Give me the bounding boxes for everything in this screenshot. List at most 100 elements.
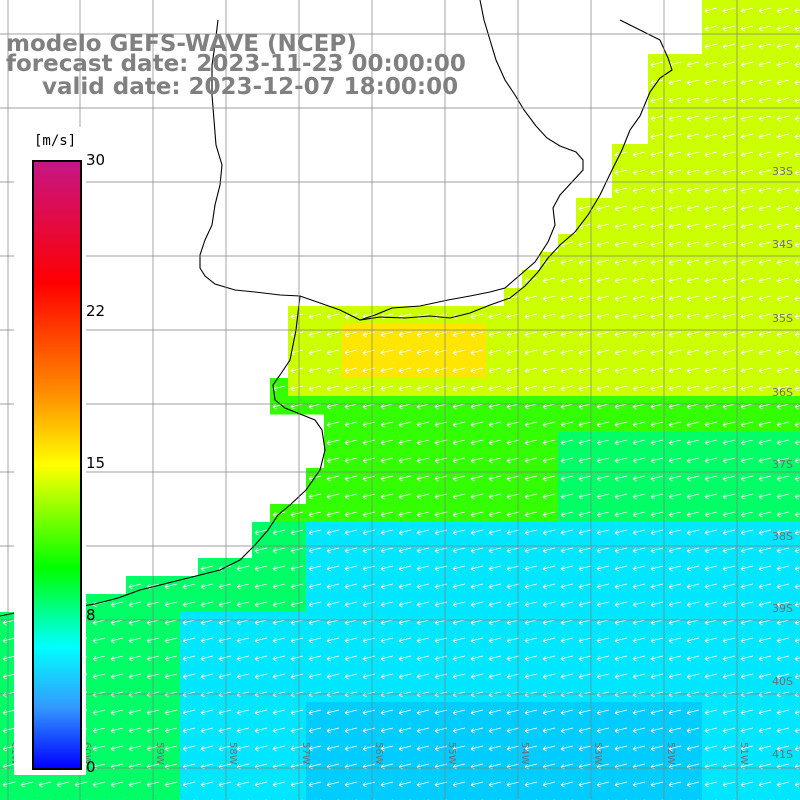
wind-arrow: [758, 187, 772, 194]
wind-arrow: [254, 637, 268, 644]
wind-arrow: [794, 151, 800, 158]
wind-arrow: [326, 565, 340, 572]
wind-speed-cell: [792, 36, 800, 55]
wind-arrow: [650, 637, 664, 644]
wind-arrow: [740, 331, 754, 338]
wind-arrow: [560, 691, 574, 698]
wind-speed-cell: [162, 792, 181, 800]
wind-arrow: [794, 421, 800, 428]
wind-arrow: [182, 619, 196, 626]
wind-speed-cell: [756, 792, 775, 800]
wind-speed-cell: [792, 126, 800, 145]
wind-arrow: [686, 421, 700, 428]
wind-arrow: [596, 223, 610, 230]
wind-arrow: [344, 619, 358, 626]
longitude-label: 52W: [665, 742, 676, 765]
wind-arrow: [326, 457, 340, 464]
wind-arrow: [632, 637, 646, 644]
wind-arrow: [632, 745, 646, 752]
wind-arrow: [686, 79, 700, 86]
wind-arrow: [614, 295, 628, 302]
wind-arrow: [758, 493, 772, 500]
wind-arrow: [668, 781, 682, 788]
wind-arrow: [398, 673, 412, 680]
wind-speed-cell: [648, 792, 667, 800]
wind-arrow: [614, 673, 628, 680]
wind-arrow: [740, 781, 754, 788]
wind-arrow: [542, 385, 556, 392]
wind-arrow: [650, 673, 664, 680]
wind-arrow: [2, 691, 16, 698]
wind-arrow: [398, 547, 412, 554]
wind-arrow: [632, 457, 646, 464]
wind-arrow: [596, 385, 610, 392]
wind-arrow: [614, 727, 628, 734]
wind-arrow: [398, 619, 412, 626]
wind-arrow: [776, 115, 790, 122]
wind-arrow: [560, 421, 574, 428]
wind-arrow: [308, 313, 322, 320]
wind-arrow: [650, 223, 664, 230]
wind-arrow: [650, 151, 664, 158]
wind-speed-cell: [792, 324, 800, 343]
wind-arrow: [2, 709, 16, 716]
wind-arrow: [254, 727, 268, 734]
wind-arrow: [650, 727, 664, 734]
wind-arrow: [758, 97, 772, 104]
wind-arrow: [704, 475, 718, 482]
valid-date: valid date: 2023-12-07 18:00:00: [42, 74, 459, 100]
wind-arrow: [794, 187, 800, 194]
wind-arrow: [794, 331, 800, 338]
wind-arrow: [758, 295, 772, 302]
wind-arrow: [722, 259, 736, 266]
wind-speed-cell: [594, 792, 613, 800]
wind-arrow: [776, 241, 790, 248]
wind-arrow: [344, 421, 358, 428]
longitude-label: 55W: [446, 742, 457, 765]
wind-arrow: [452, 457, 466, 464]
wind-speed-cell: [792, 72, 800, 91]
wind-arrow: [506, 619, 520, 626]
wind-arrow: [470, 655, 484, 662]
wind-arrow: [668, 691, 682, 698]
wind-speed-cell: [792, 180, 800, 199]
wind-arrow: [686, 133, 700, 140]
wind-arrow: [596, 403, 610, 410]
wind-arrow: [740, 529, 754, 536]
wind-speed-cell: [792, 630, 800, 649]
wind-speed-cell: [792, 144, 800, 163]
wind-arrow: [308, 367, 322, 374]
wind-arrow: [776, 187, 790, 194]
wind-arrow: [380, 385, 394, 392]
wind-speed-cell: [36, 792, 55, 800]
wind-arrow: [686, 205, 700, 212]
wind-arrow: [308, 709, 322, 716]
wind-arrows: [2, 7, 800, 800]
wind-arrow: [398, 421, 412, 428]
wind-speed-cell: [792, 756, 800, 775]
wind-speed-cell: [126, 792, 145, 800]
wind-arrow: [704, 187, 718, 194]
wind-arrow: [578, 205, 592, 212]
wind-arrow: [128, 583, 142, 590]
wind-arrow: [776, 367, 790, 374]
wind-arrow: [344, 403, 358, 410]
longitude-label: 56W: [373, 742, 384, 765]
wind-arrow: [470, 637, 484, 644]
wind-arrow: [506, 565, 520, 572]
wind-arrow: [542, 313, 556, 320]
wind-arrow: [488, 349, 502, 356]
wind-arrow: [254, 691, 268, 698]
wind-arrow: [632, 655, 646, 662]
wind-arrow: [182, 673, 196, 680]
wind-arrow: [578, 655, 592, 662]
wind-arrow: [506, 403, 520, 410]
wind-arrow: [686, 673, 700, 680]
wind-arrow: [110, 655, 124, 662]
wind-arrow: [380, 655, 394, 662]
wind-arrow: [740, 205, 754, 212]
wind-speed-cell: [792, 396, 800, 415]
wind-arrow: [398, 475, 412, 482]
wind-arrow: [560, 637, 574, 644]
wind-arrow: [524, 601, 538, 608]
